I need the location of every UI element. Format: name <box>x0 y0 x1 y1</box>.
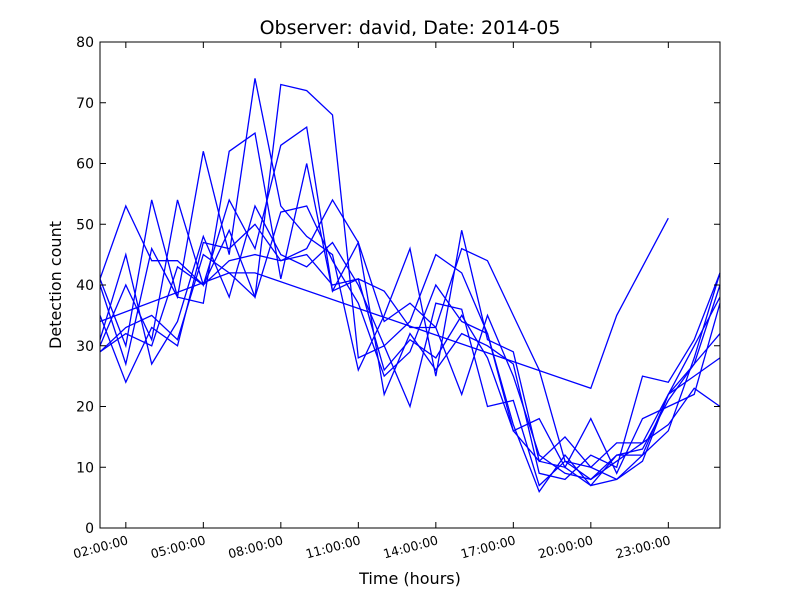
x-tick-label: 14:00:00 <box>381 532 439 561</box>
x-axis-label: Time (hours) <box>358 569 461 588</box>
y-tick-label: 50 <box>76 217 94 233</box>
x-tick-label: 23:00:00 <box>614 532 672 561</box>
x-tick-label: 08:00:00 <box>226 532 284 561</box>
y-tick-label: 0 <box>85 521 94 537</box>
chart-title: Observer: david, Date: 2014-05 <box>260 17 561 39</box>
y-tick-label: 10 <box>76 460 94 476</box>
y-axis-label: Detection count <box>46 221 65 349</box>
x-tick-label: 11:00:00 <box>304 532 362 561</box>
y-tick-label: 60 <box>76 157 94 173</box>
y-tick-label: 80 <box>76 35 94 51</box>
series-line-9 <box>99 217 669 390</box>
x-tick-label: 02:00:00 <box>71 532 129 561</box>
series-line-4 <box>99 223 721 475</box>
y-tick-label: 30 <box>76 339 94 355</box>
x-tick-label: 20:00:00 <box>536 532 594 561</box>
series-line-3 <box>99 83 721 487</box>
y-tick-label: 20 <box>76 400 94 416</box>
y-tick-label: 40 <box>76 278 94 294</box>
x-axis: 02:00:00 05:00:00 08:00:00 11:00:00 14:00:00… <box>71 42 672 561</box>
series-line-5 <box>99 78 721 469</box>
y-axis: 0 10 20 30 40 50 60 70 80 <box>76 35 720 537</box>
series-line-6 <box>99 131 721 481</box>
series-line-8 <box>99 205 721 487</box>
x-tick-label: 05:00:00 <box>149 532 207 561</box>
y-tick-label: 70 <box>76 96 94 112</box>
x-tick-label: 17:00:00 <box>459 532 517 561</box>
series-layer <box>99 78 721 493</box>
